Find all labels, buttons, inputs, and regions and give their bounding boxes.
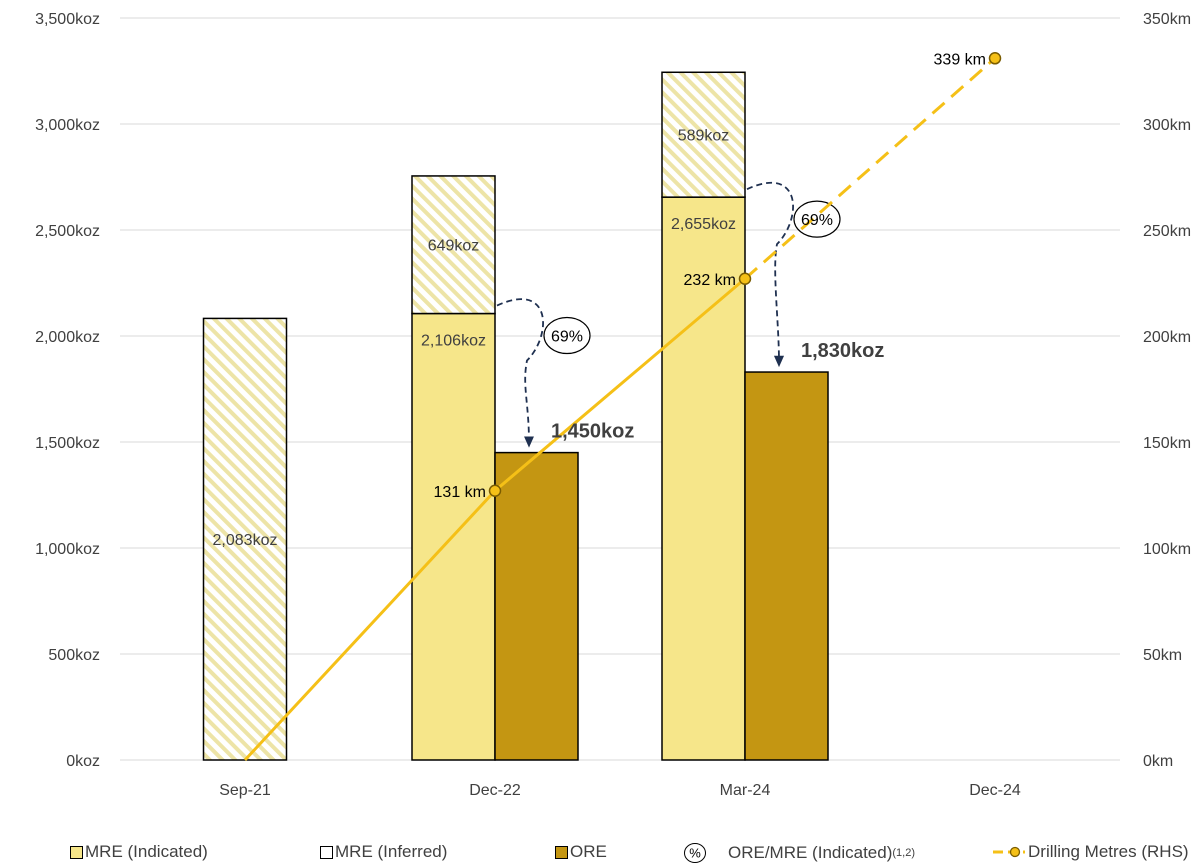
ratio-label: 69%	[551, 329, 583, 346]
chart-plot: 2,083koz 2,106koz 649koz 1,450koz 2,655koz 58…	[35, 11, 1191, 799]
right-axis-tick-label: 200km	[1143, 329, 1191, 346]
legend-item-mre-indicated: MRE (Indicated)	[70, 842, 208, 862]
drilling-label: 339 km	[934, 51, 986, 68]
bar-ore	[494, 451, 579, 761]
left-axis-tick-label: 0koz	[66, 753, 100, 770]
data-label-mre-inferred: 2,083koz	[213, 532, 278, 549]
drilling-line-dashed	[744, 57, 996, 280]
bar-mre-inferred	[202, 317, 288, 761]
legend-item-mre-inferred: MRE (Inferred)	[320, 842, 447, 862]
right-axis-tick-label: 100km	[1143, 541, 1191, 558]
legend-line-marker-icon	[993, 846, 1025, 858]
right-axis-tick-label: 0km	[1143, 753, 1173, 770]
left-axis-tick-label: 500koz	[48, 647, 100, 664]
percent-icon-symbol: %	[689, 846, 701, 861]
legend-footnote-ratio: (1,2)	[892, 847, 916, 859]
data-label-ore: 1,450koz	[551, 421, 634, 443]
legend-item-ore: ORE	[555, 842, 607, 862]
legend-label-mre-indicated: MRE (Indicated)	[85, 842, 208, 861]
right-axis-tick-label: 50km	[1143, 647, 1182, 664]
legend-item-ratio: % ORE/MRE (Indicated) (1,2)	[683, 842, 915, 864]
data-label-mre-indicated: 2,106koz	[421, 333, 486, 350]
legend-item-drilling-metres: Drilling Metres (RHS)	[993, 842, 1189, 862]
data-label-mre-inferred: 649koz	[428, 238, 480, 255]
right-axis-tick-label: 300km	[1143, 117, 1191, 134]
right-axis-tick-label: 150km	[1143, 435, 1191, 452]
legend-label-ore: ORE	[570, 842, 607, 861]
left-axis-tick-label: 1,500koz	[35, 435, 100, 452]
drilling-label: 131 km	[434, 484, 486, 501]
legend-swatch-mre-inferred	[320, 845, 333, 859]
left-axis-tick-label: 1,000koz	[35, 541, 100, 558]
drilling-point	[988, 52, 1002, 65]
drilling-point	[488, 484, 502, 498]
x-axis-tick-label: Dec-22	[469, 782, 521, 799]
data-label-mre-indicated: 2,655koz	[671, 216, 736, 233]
legend: MRE (Indicated) MRE (Inferred) ORE % ORE…	[0, 842, 1202, 866]
ratio-label: 69%	[801, 212, 833, 229]
ratio-circle	[793, 200, 841, 238]
legend-swatch-mre-indicated	[70, 845, 83, 859]
legend-swatch-ore	[555, 845, 568, 859]
legend-label-mre-inferred: MRE (Inferred)	[335, 842, 448, 861]
right-axis-tick-label: 250km	[1143, 223, 1191, 240]
ratio-arrow	[496, 298, 544, 448]
bar-mre-inferred	[411, 175, 496, 315]
left-axis-tick-label: 3,500koz	[35, 11, 100, 28]
left-axis-tick-label: 2,000koz	[35, 329, 100, 346]
left-axis-tick-label: 2,500koz	[35, 223, 100, 240]
legend-label-drilling-metres: Drilling Metres (RHS)	[1028, 842, 1189, 861]
drilling-point	[738, 272, 752, 286]
right-axis-tick-label: 350km	[1143, 11, 1191, 28]
ratio-circle	[543, 316, 591, 355]
legend-label-ratio: ORE/MRE (Indicated)	[728, 843, 893, 862]
x-axis-tick-label: Sep-21	[219, 782, 271, 799]
bar-mre-inferred	[661, 71, 746, 198]
data-label-ore: 1,830koz	[801, 340, 884, 362]
left-axis-tick-label: 3,000koz	[35, 117, 100, 134]
drilling-label: 232 km	[684, 272, 736, 289]
percent-circle-icon: %	[684, 843, 706, 863]
bar-ore	[744, 371, 829, 761]
x-axis-tick-label: Dec-24	[969, 782, 1021, 799]
ratio-arrow	[746, 181, 794, 368]
x-axis-tick-label: Mar-24	[720, 782, 771, 799]
data-label-mre-inferred: 589koz	[678, 128, 730, 145]
